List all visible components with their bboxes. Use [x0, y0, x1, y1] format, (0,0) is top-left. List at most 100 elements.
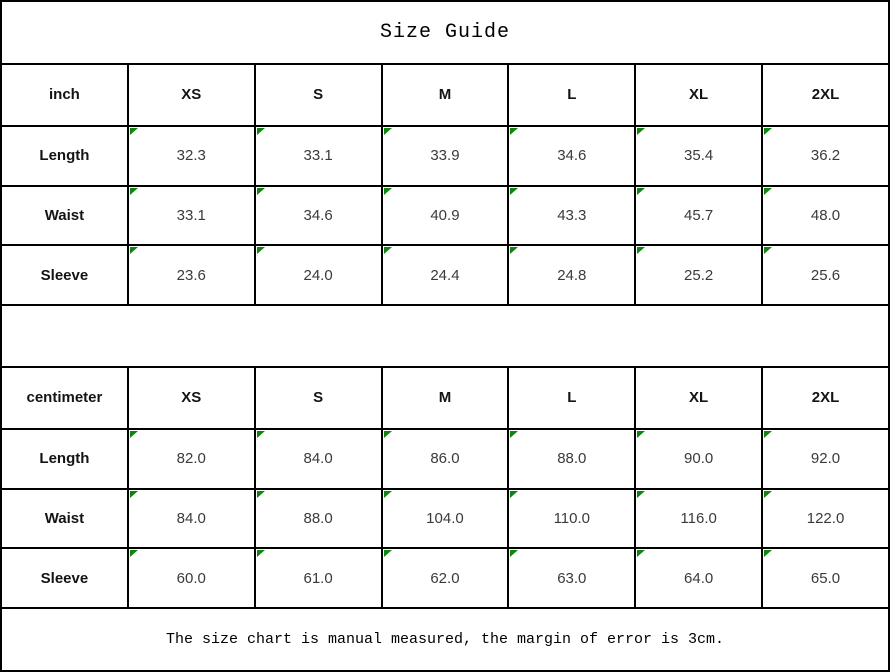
size-column-header: M	[380, 62, 510, 127]
gap-row	[0, 304, 890, 368]
size-value: 64.0	[684, 569, 714, 587]
size-value: 33.1	[303, 147, 333, 165]
measurement-row: Sleeve 23.6 24.0 24.4 24.8 25.2 25.6	[0, 244, 890, 307]
size-value: 24.0	[303, 266, 333, 284]
size-value: 48.0	[810, 206, 841, 224]
size-column-header: 2XL	[761, 365, 890, 430]
size-value-cell: 65.0	[761, 547, 890, 610]
corner-flag-icon	[383, 430, 392, 438]
size-value: 45.7	[684, 206, 714, 224]
page-title: Size Guide	[0, 0, 890, 65]
size-value-cell: 33.1	[253, 124, 383, 187]
size-value-cell: 64.0	[634, 547, 764, 610]
corner-flag-icon	[256, 247, 265, 255]
corner-flag-icon	[510, 247, 519, 255]
size-value-cell: 25.6	[761, 244, 890, 307]
size-column-header: XS	[126, 62, 256, 127]
size-value-cell: 84.0	[253, 427, 383, 490]
size-value-cell: 24.0	[253, 244, 383, 307]
size-value: 86.0	[430, 450, 460, 468]
corner-flag-icon	[637, 187, 646, 195]
size-value-cell: 33.9	[380, 124, 510, 187]
corner-flag-icon	[764, 127, 773, 135]
size-value-cell: 110.0	[507, 487, 637, 550]
size-value-cell: 43.3	[507, 184, 637, 247]
unit-label-cell: inch	[0, 62, 129, 127]
size-value-cell: 32.3	[126, 124, 256, 187]
size-value-cell: 24.4	[380, 244, 510, 307]
size-value: 36.2	[810, 147, 841, 165]
size-value: 35.4	[684, 147, 714, 165]
corner-flag-icon	[637, 490, 646, 498]
size-value: 63.0	[557, 569, 587, 587]
corner-flag-icon	[383, 490, 392, 498]
size-value-cell: 25.2	[634, 244, 764, 307]
gap-cell	[0, 304, 890, 368]
size-value: 122.0	[806, 509, 845, 527]
size-value: 84.0	[303, 450, 333, 468]
size-value: 92.0	[810, 450, 841, 468]
size-column-header: L	[507, 62, 637, 127]
size-value: 34.6	[557, 147, 587, 165]
corner-flag-icon	[129, 247, 138, 255]
corner-flag-icon	[764, 550, 773, 558]
size-value-cell: 48.0	[761, 184, 890, 247]
corner-flag-icon	[129, 127, 138, 135]
corner-flag-icon	[129, 490, 138, 498]
title-row: Size Guide	[0, 0, 890, 65]
corner-flag-icon	[637, 550, 646, 558]
corner-flag-icon	[256, 127, 265, 135]
corner-flag-icon	[129, 430, 138, 438]
row-label-cell: Length	[0, 124, 129, 187]
size-value-cell: 62.0	[380, 547, 510, 610]
size-column-header: 2XL	[761, 62, 890, 127]
measurement-row: Sleeve 60.0 61.0 62.0 63.0 64.0 65.0	[0, 547, 890, 610]
size-value: 43.3	[557, 206, 587, 224]
size-value: 23.6	[176, 266, 206, 284]
size-value: 25.2	[684, 266, 714, 284]
size-value-cell: 90.0	[634, 427, 764, 490]
corner-flag-icon	[637, 247, 646, 255]
size-value-cell: 34.6	[253, 184, 383, 247]
size-value-cell: 40.9	[380, 184, 510, 247]
corner-flag-icon	[510, 187, 519, 195]
size-column-header: L	[507, 365, 637, 430]
size-column-header: S	[253, 365, 383, 430]
row-label-cell: Waist	[0, 487, 129, 550]
corner-flag-icon	[637, 430, 646, 438]
corner-flag-icon	[383, 247, 392, 255]
size-value-cell: 24.8	[507, 244, 637, 307]
size-column-header: XS	[126, 365, 256, 430]
corner-flag-icon	[256, 490, 265, 498]
corner-flag-icon	[256, 187, 265, 195]
size-value-cell: 104.0	[380, 487, 510, 550]
unit-header-row: inch XS S M L XL 2XL	[0, 62, 890, 127]
row-label-cell: Sleeve	[0, 547, 129, 610]
size-value-cell: 88.0	[253, 487, 383, 550]
size-value: 24.4	[430, 266, 460, 284]
size-value: 88.0	[557, 450, 587, 468]
size-value-cell: 88.0	[507, 427, 637, 490]
corner-flag-icon	[129, 187, 138, 195]
row-label-cell: Length	[0, 427, 129, 490]
size-value: 24.8	[557, 266, 587, 284]
size-value-cell: 86.0	[380, 427, 510, 490]
size-value-cell: 33.1	[126, 184, 256, 247]
measurement-row: Length 32.3 33.1 33.9 34.6 35.4 36.2	[0, 124, 890, 187]
size-value-cell: 60.0	[126, 547, 256, 610]
corner-flag-icon	[256, 550, 265, 558]
measurement-row: Waist 33.1 34.6 40.9 43.3 45.7 48.0	[0, 184, 890, 247]
size-value: 62.0	[430, 569, 460, 587]
size-value: 84.0	[176, 509, 206, 527]
size-value-cell: 45.7	[634, 184, 764, 247]
corner-flag-icon	[510, 550, 519, 558]
size-value: 25.6	[810, 266, 841, 284]
size-value: 34.6	[303, 206, 333, 224]
centimeter-table-section: centimeter XS S M L XL 2XL Length 82.0 84.0 86.0 88…	[0, 365, 890, 610]
size-column-header: XL	[634, 62, 764, 127]
size-value: 33.9	[430, 147, 460, 165]
corner-flag-icon	[510, 490, 519, 498]
size-value-cell: 34.6	[507, 124, 637, 187]
corner-flag-icon	[764, 187, 773, 195]
